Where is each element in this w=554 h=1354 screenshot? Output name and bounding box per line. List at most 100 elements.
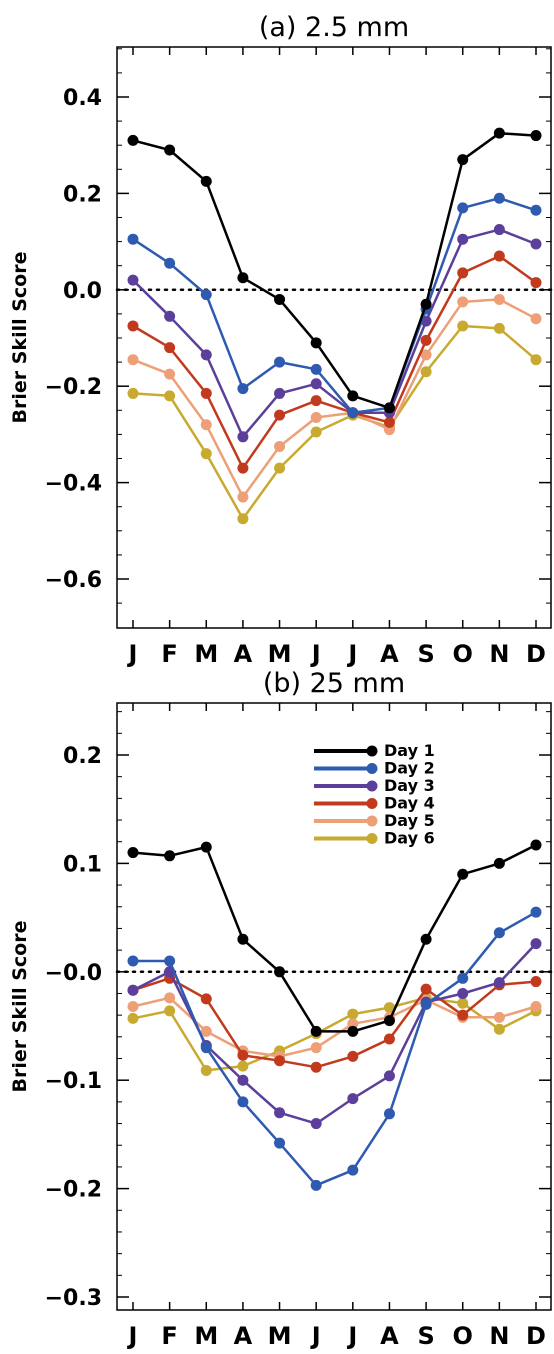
x-tick-label: M	[194, 1322, 218, 1350]
x-tick-label: N	[489, 640, 509, 668]
data-point	[164, 368, 176, 380]
data-point	[274, 409, 286, 421]
data-point	[274, 356, 286, 368]
data-point	[274, 440, 286, 452]
data-point	[274, 1055, 286, 1067]
data-point	[310, 378, 322, 390]
data-point	[493, 192, 505, 204]
data-point	[164, 257, 176, 269]
data-point	[530, 1000, 542, 1012]
legend-label: Day 6	[384, 829, 435, 848]
data-point	[457, 1009, 469, 1021]
data-point	[530, 938, 542, 950]
x-tick-label: J	[310, 1322, 321, 1350]
series-line	[132, 196, 537, 414]
data-point	[237, 272, 249, 284]
data-point	[164, 390, 176, 402]
data-point	[164, 342, 176, 354]
legend-marker	[366, 798, 378, 809]
data-point	[457, 267, 469, 279]
data-point	[420, 998, 432, 1010]
y-tick-label: 0.1	[63, 852, 102, 877]
data-point	[347, 1050, 359, 1062]
series-line	[132, 843, 537, 1033]
y-tick-label: 0.2	[63, 744, 102, 769]
data-point	[530, 204, 542, 216]
data-point	[127, 984, 139, 996]
data-point	[493, 857, 505, 869]
data-point	[310, 412, 322, 424]
series-line	[132, 298, 537, 499]
data-point	[200, 448, 212, 460]
data-point	[457, 296, 469, 308]
data-point	[310, 1042, 322, 1054]
data-point	[164, 144, 176, 156]
y-tick-label: −0.3	[45, 1286, 102, 1311]
data-point	[530, 277, 542, 289]
x-tick-label: D	[526, 1322, 546, 1350]
x-tick-label: A	[380, 640, 399, 668]
series-day-3	[127, 938, 542, 1130]
series-line	[132, 977, 537, 1069]
data-point	[457, 972, 469, 984]
x-tick-label: A	[380, 1322, 399, 1350]
data-point	[200, 419, 212, 431]
data-point	[237, 462, 249, 474]
data-point	[127, 1000, 139, 1012]
data-point	[383, 1070, 395, 1082]
data-point	[237, 933, 249, 945]
data-point	[493, 224, 505, 236]
x-tick-label: M	[268, 1322, 292, 1350]
series-day-3	[127, 224, 542, 443]
data-point	[347, 1018, 359, 1030]
legend-label: Day 5	[384, 811, 435, 830]
plot-frame	[116, 46, 552, 629]
data-point	[200, 387, 212, 399]
data-point	[237, 513, 249, 525]
x-tick-label: O	[453, 1322, 473, 1350]
data-point	[200, 349, 212, 361]
data-point	[274, 1137, 286, 1149]
x-tick-label: O	[453, 640, 473, 668]
series-line	[132, 131, 537, 410]
data-point	[200, 289, 212, 301]
data-point	[164, 1005, 176, 1017]
x-tick-label: F	[161, 1322, 177, 1350]
data-point	[237, 491, 249, 503]
data-point	[420, 933, 432, 945]
data-point	[457, 320, 469, 332]
data-point	[164, 992, 176, 1004]
data-point	[127, 955, 139, 967]
legend-marker	[366, 745, 378, 757]
y-tick-label: 0.0	[63, 279, 102, 304]
data-point	[347, 1025, 359, 1037]
x-tick-label: A	[234, 1322, 253, 1350]
panel-a: (a) 2.5 mm0.40.20.0−0.2−0.4−0.6J F M A M J J A S…	[9, 12, 553, 668]
data-point	[164, 955, 176, 967]
data-point	[457, 868, 469, 880]
data-point	[274, 966, 286, 978]
x-tick-label: N	[489, 1322, 509, 1350]
data-point	[274, 293, 286, 305]
y-tick-label: −0.1	[45, 1069, 102, 1094]
data-point	[200, 1064, 212, 1076]
legend-label: Day 4	[384, 794, 435, 813]
data-point	[237, 1049, 249, 1061]
data-point	[200, 1025, 212, 1037]
legend-marker	[366, 763, 378, 774]
data-point	[237, 1060, 249, 1072]
data-point	[347, 1164, 359, 1176]
data-point	[200, 1042, 212, 1054]
legend-marker	[366, 780, 378, 792]
data-point	[310, 1179, 322, 1191]
data-point	[237, 1074, 249, 1086]
series-day-6	[127, 320, 542, 525]
series-line	[132, 996, 537, 1072]
series-day-2	[127, 906, 542, 1191]
series-line	[133, 911, 537, 1187]
data-point	[457, 997, 469, 1009]
data-point	[127, 387, 139, 399]
x-tick-label: D	[526, 640, 546, 668]
data-point	[530, 313, 542, 325]
data-point	[310, 1061, 322, 1073]
